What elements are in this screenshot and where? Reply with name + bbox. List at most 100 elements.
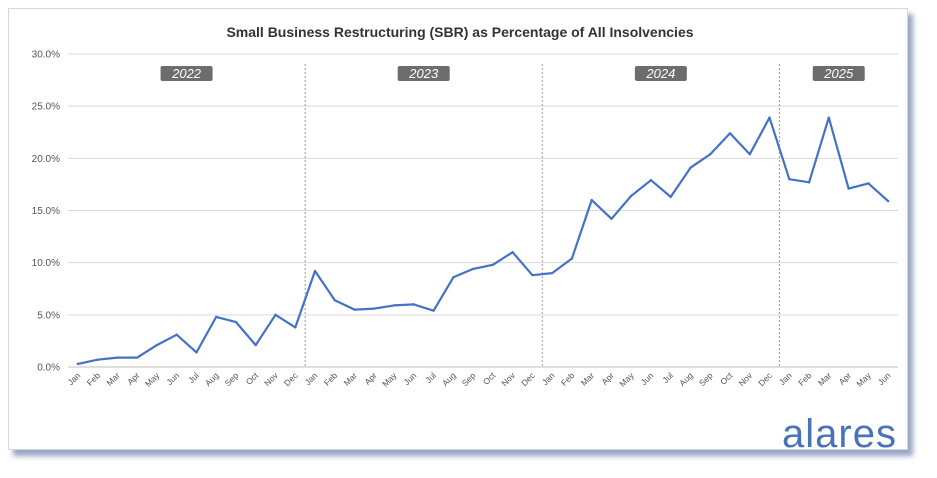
data-point [847,187,850,190]
x-tick-label: Nov [262,370,280,388]
data-point [195,351,198,354]
series-line [76,116,890,365]
x-tick-label: Aug [203,370,221,388]
x-tick-label: Apr [599,370,616,387]
x-tick-label: Dec [519,370,537,388]
data-point [669,195,672,199]
x-tick-label: Jun [401,370,418,387]
year-badge: 2025 [812,66,865,81]
data-point [254,343,257,347]
x-tick-label: Jul [660,370,675,385]
data-point [155,343,159,347]
x-tick-label: May [380,370,399,389]
year-label: 2025 [823,66,854,81]
data-point [867,182,870,185]
data-point [649,179,653,182]
data-point [689,166,692,169]
x-tick-label: Jan [540,370,557,387]
x-axis: Jan Feb Mar Apr May Jun Jul Aug Sep Oct Nov Dec Jan F… [66,370,893,389]
x-tick-label: Jan [66,370,83,387]
data-point [392,304,396,307]
data-point [353,308,356,311]
data-point [294,326,297,329]
year-label: 2023 [408,66,439,81]
x-tick-label: Mar [816,370,834,388]
x-tick-label: May [617,370,636,389]
data-point [788,178,791,181]
data-point [274,313,277,317]
x-tick-label: Apr [362,370,379,387]
x-tick-label: Oct [244,370,261,387]
data-point [333,299,336,302]
data-point [768,116,771,119]
y-tick-label: 25.0% [32,102,60,113]
data-point [886,199,890,203]
data-point [471,267,475,271]
data-point [234,320,238,324]
data-point [590,198,593,202]
x-tick-label: Sep [223,370,241,388]
data-point [827,116,831,119]
chart-title: Small Business Restructuring (SBR) as Pe… [226,24,693,40]
x-tick-label: Feb [559,370,577,388]
data-point [709,152,712,156]
year-badge-bg [160,66,213,81]
data-point [748,152,751,156]
x-tick-label: Dec [282,370,300,388]
x-tick-label: Mar [579,370,597,388]
data-point [175,333,178,336]
x-tick-label: Oct [481,370,498,387]
x-tick-label: Apr [125,370,142,387]
data-point [728,132,732,135]
series-layer [76,116,890,366]
year-label: 2024 [645,66,675,81]
x-tick-label: Jun [164,370,181,387]
x-tick-label: Oct [718,370,735,387]
data-point [610,217,613,221]
data-point [313,269,317,273]
chart-card [8,8,908,450]
x-tick-label: Jul [186,370,201,385]
x-tick-label: Jun [876,370,893,387]
data-point [807,181,811,184]
chart-grid [68,53,898,368]
x-tick-label: Jan [777,370,794,387]
year-badge-bg [634,66,687,81]
data-point [531,273,534,277]
x-tick-label: Dec [756,370,774,388]
data-point [412,303,416,306]
data-point [432,309,435,312]
x-tick-label: Mar [104,370,122,388]
year-badge: 2023 [397,66,450,81]
x-tick-label: Jun [639,370,656,387]
x-tick-label: Mar [342,370,360,388]
data-point [96,358,99,361]
year-badge: 2022 [160,66,213,81]
year-badge-bg [397,66,450,81]
year-label: 2022 [171,66,202,81]
year-separators [304,64,780,367]
y-tick-label: 10.0% [32,258,60,269]
data-point [630,194,633,198]
alares-logo: alares [782,412,897,456]
y-tick-label: 15.0% [32,206,60,217]
x-tick-label: Jul [423,370,438,385]
data-point [76,362,80,366]
x-tick-label: Sep [697,370,715,388]
data-point [511,251,514,254]
year-badge: 2024 [634,66,687,81]
y-tick-label: 20.0% [32,154,60,165]
data-point [135,356,139,359]
x-tick-label: Aug [440,370,458,388]
y-tick-label: 0.0% [37,363,60,374]
x-tick-label: Feb [322,370,340,388]
data-point [373,307,376,310]
year-badge-bg [812,66,865,81]
data-point [452,276,455,279]
data-point [116,356,119,359]
data-point [215,315,218,319]
data-point [491,263,495,266]
x-tick-label: Jan [303,370,320,387]
x-tick-label: Feb [796,370,814,388]
